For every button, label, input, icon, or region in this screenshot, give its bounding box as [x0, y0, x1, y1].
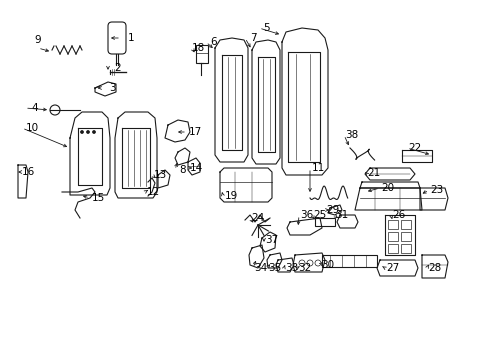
- Text: 20: 20: [381, 183, 394, 193]
- Text: 7: 7: [249, 33, 256, 43]
- Text: 28: 28: [427, 263, 441, 273]
- Text: 36: 36: [300, 210, 313, 220]
- Text: 11: 11: [311, 163, 324, 173]
- Text: 26: 26: [391, 210, 405, 220]
- Text: 32: 32: [298, 263, 311, 273]
- Text: 27: 27: [386, 263, 399, 273]
- Text: 14: 14: [189, 163, 202, 173]
- Circle shape: [298, 260, 305, 266]
- Text: 8: 8: [179, 165, 186, 175]
- Bar: [196, 45, 207, 63]
- Text: 23: 23: [429, 185, 443, 195]
- Bar: [387, 220, 397, 229]
- Text: 33: 33: [285, 263, 298, 273]
- Bar: [400, 232, 410, 241]
- Text: 17: 17: [188, 127, 201, 137]
- Text: 12: 12: [146, 187, 159, 197]
- Text: 16: 16: [21, 167, 35, 177]
- Circle shape: [306, 260, 312, 266]
- Text: 29: 29: [325, 205, 339, 215]
- Text: 31: 31: [335, 210, 348, 220]
- Text: 34: 34: [254, 263, 267, 273]
- Text: 1: 1: [127, 33, 134, 43]
- Text: 15: 15: [91, 193, 104, 203]
- Bar: [400, 244, 410, 253]
- Text: 22: 22: [407, 143, 421, 153]
- Bar: [400, 220, 410, 229]
- Bar: [314, 218, 334, 226]
- Text: 3: 3: [108, 83, 115, 93]
- Text: 9: 9: [35, 35, 41, 45]
- Circle shape: [50, 105, 60, 115]
- Text: 4: 4: [32, 103, 38, 113]
- Text: 10: 10: [25, 123, 39, 133]
- FancyBboxPatch shape: [108, 22, 126, 54]
- Bar: [387, 232, 397, 241]
- Text: 18: 18: [191, 43, 204, 53]
- Text: 30: 30: [321, 260, 334, 270]
- Text: 25: 25: [313, 210, 326, 220]
- Text: 38: 38: [345, 130, 358, 140]
- Circle shape: [314, 260, 320, 266]
- Circle shape: [81, 130, 83, 134]
- Text: 19: 19: [224, 191, 237, 201]
- Text: 6: 6: [210, 37, 217, 47]
- Circle shape: [92, 130, 95, 134]
- Text: 2: 2: [115, 63, 121, 73]
- Bar: [321, 255, 376, 267]
- Bar: [387, 244, 397, 253]
- Text: 21: 21: [366, 168, 380, 178]
- Circle shape: [86, 130, 89, 134]
- Text: 5: 5: [263, 23, 270, 33]
- Text: 35: 35: [268, 263, 281, 273]
- Text: 24: 24: [251, 213, 264, 223]
- Text: 37: 37: [265, 235, 278, 245]
- Text: 13: 13: [153, 170, 166, 180]
